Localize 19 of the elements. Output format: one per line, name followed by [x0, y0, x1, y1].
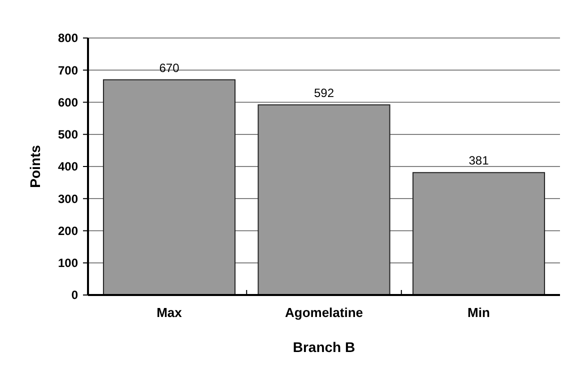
y-tick-label: 0: [71, 288, 78, 302]
bar: [102, 79, 236, 296]
y-tick-label: 600: [58, 95, 78, 110]
y-tick-label: 700: [58, 63, 78, 78]
x-axis-title: Branch B: [292, 339, 356, 355]
bar: [412, 172, 546, 296]
y-tick-label: 100: [58, 256, 78, 270]
data-label: 381: [468, 154, 490, 168]
y-axis-title: Points: [27, 144, 43, 188]
data-label: 592: [314, 86, 334, 100]
y-tick-label: 500: [58, 128, 78, 142]
y-tick-label: 800: [58, 31, 78, 46]
y-tick-label: 300: [58, 192, 78, 206]
x-tick-label: Min: [468, 305, 490, 320]
y-tick-label: 200: [58, 224, 78, 238]
y-tick-label: 400: [58, 160, 78, 174]
x-tick-label: Max: [156, 305, 183, 320]
x-tick-label: Agomelatine: [284, 305, 364, 320]
bar: [258, 104, 390, 296]
